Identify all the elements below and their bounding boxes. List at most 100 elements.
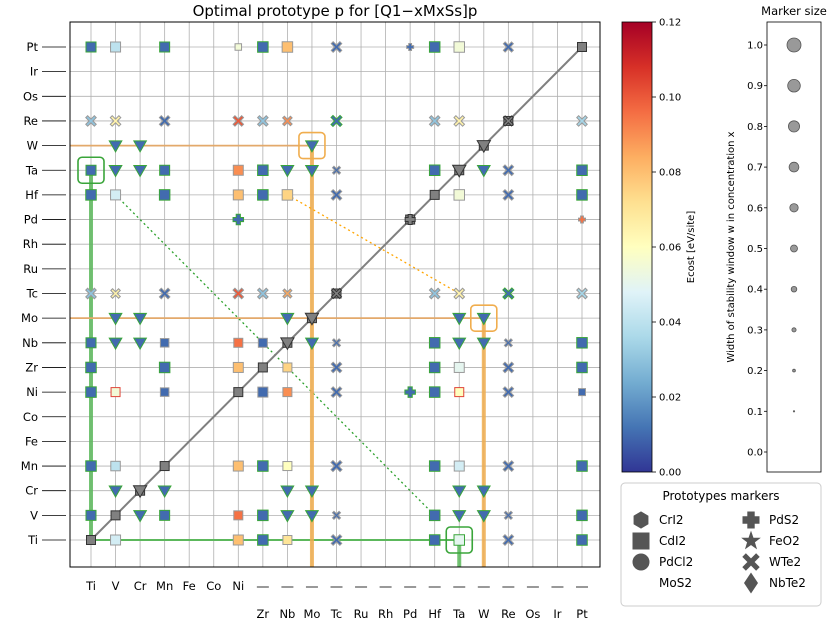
guide-bar (89, 170, 93, 540)
data-point (452, 312, 467, 326)
diagonal-point (110, 510, 121, 521)
data-point (578, 388, 586, 397)
colorbar-tick-label: 0.00 (659, 468, 681, 479)
y-tick-label: Co (23, 410, 38, 424)
size-legend-tick: 1.0 (747, 41, 763, 52)
data-point (304, 165, 320, 178)
x-tick-label: Os (525, 607, 540, 621)
data-point (404, 386, 416, 398)
legend-label: CrI2 (659, 513, 684, 527)
data-point (502, 386, 515, 399)
data-point (132, 165, 148, 178)
data-point (282, 387, 293, 398)
size-legend-circle (790, 286, 798, 293)
guide-dotted (287, 194, 460, 295)
data-point (428, 114, 441, 127)
data-point (256, 114, 269, 127)
x-tick-label: Pd (403, 607, 417, 621)
y-tick-label: Mn (21, 459, 38, 473)
legend-marker-circle (632, 553, 650, 571)
diagonal-point (304, 312, 320, 326)
data-point (159, 509, 171, 521)
legend-marker-star (741, 530, 761, 550)
highlight-boxes (77, 131, 498, 554)
legend-marker-plus (742, 511, 760, 529)
prototype-legend-title: Prototypes markers (662, 489, 779, 503)
data-point (110, 189, 122, 201)
data-point (330, 459, 343, 473)
data-point (110, 288, 122, 299)
colorbar-ticks: 0.00 0.02 0.04 0.06 0.08 0.10 0.12 (652, 18, 681, 479)
x-tick-label: Co (206, 579, 221, 593)
legend-label: CdI2 (659, 534, 686, 548)
colorbar-label: Ecost [eV/site] (686, 211, 697, 284)
data-point (281, 189, 294, 201)
data-point (428, 509, 441, 522)
data-point (502, 41, 515, 53)
legend-label: WTe2 (769, 555, 801, 569)
data-point (85, 114, 97, 127)
data-point (85, 41, 97, 53)
data-point (257, 460, 269, 472)
data-point (232, 534, 244, 546)
data-point (132, 510, 148, 523)
size-legend-tick: 0.5 (747, 244, 763, 255)
y-tick-label: Re (23, 114, 38, 128)
data-point (476, 337, 491, 351)
data-point (502, 164, 515, 177)
chart-title: Optimal prototype p for [Q1−xMxSs]p (193, 2, 478, 20)
data-point (280, 165, 295, 178)
data-point (233, 510, 244, 521)
diagonal-point (429, 189, 440, 200)
diagonal-point (279, 337, 295, 351)
x-tick-label: Hf (428, 607, 442, 621)
data-point (502, 188, 515, 201)
data-point (232, 287, 245, 300)
size-legend-tick: 0.9 (747, 81, 763, 92)
data-point (452, 485, 467, 499)
prototype-legend: CrI2 PdS2 CdI2 FeO2 PdCl2 WTe2 MoS2 NbTe2 (632, 511, 806, 594)
data-point (85, 460, 97, 472)
colorbar-tick-label: 0.04 (659, 318, 681, 329)
data-point (476, 165, 491, 178)
data-point (158, 361, 171, 374)
legend-label: PdS2 (769, 513, 799, 527)
data-point (233, 337, 244, 348)
data-point (282, 362, 293, 373)
data-point (257, 164, 269, 176)
size-legend-circle (792, 368, 796, 373)
data-point (428, 164, 441, 176)
data-point (330, 188, 343, 201)
data-point (159, 164, 171, 176)
x-tick-label: Mo (303, 607, 320, 621)
data-point (110, 387, 121, 398)
x-tick-label: Tc (330, 607, 342, 621)
x-tick-label: Zr (257, 607, 270, 621)
diagonal-point (257, 362, 268, 373)
data-point (330, 114, 343, 128)
data-point (132, 337, 148, 351)
legend-label: FeO2 (769, 534, 800, 548)
legend-label: MoS2 (659, 576, 692, 590)
data-point (85, 361, 97, 374)
y-tick-label: Tc (26, 287, 38, 301)
diagonal-point (502, 115, 515, 127)
diagonal-point (233, 387, 244, 398)
data-point (157, 485, 172, 499)
data-point (331, 338, 342, 348)
y-tick-label: Ir (30, 65, 38, 79)
x-tick-label: Ta (452, 607, 465, 621)
data-point (428, 386, 441, 398)
data-point (257, 509, 269, 522)
colorbar-tick-label: 0.10 (659, 93, 681, 104)
data-point (304, 485, 320, 499)
y-tick-label: Hf (25, 188, 39, 202)
legend-label: PdCl2 (659, 555, 693, 569)
data-point (502, 534, 515, 546)
data-point (453, 189, 465, 201)
size-legend-circle (788, 120, 801, 133)
legend-marker-hexagon (633, 511, 649, 529)
y-tick-label: Os (23, 89, 38, 103)
data-point (108, 485, 123, 499)
